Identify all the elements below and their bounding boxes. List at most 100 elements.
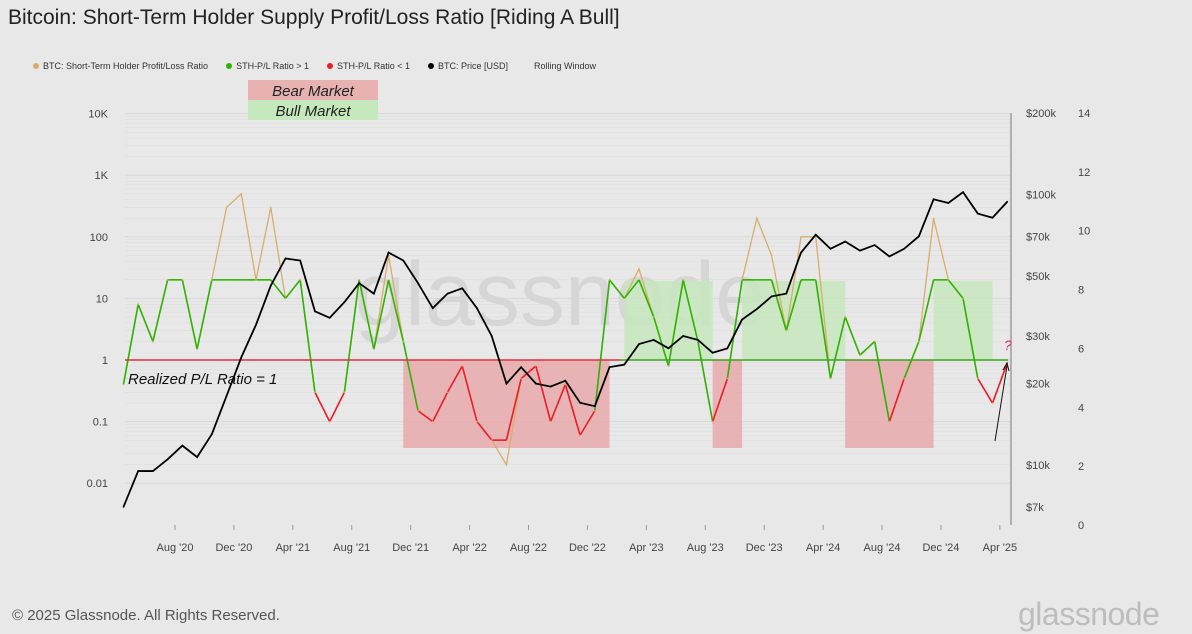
bull-region [624,281,713,360]
x-tick-label: Aug '22 [510,542,547,554]
bear-legend-box [248,80,378,100]
ratio-below-1-segment [461,365,478,422]
legend-item-ratio-below-1[interactable]: STH-P/L Ratio < 1 [327,61,410,71]
sth-ratio-point [152,340,154,343]
sth-ratio-point [726,377,729,380]
price-point [240,356,243,359]
sth-ratio-point [137,303,139,306]
ratio-below-1-segment [446,365,463,393]
price-point [535,382,537,385]
ratio-above-1-segment [196,279,213,350]
y-right-tick: 14 [1078,108,1090,120]
sth-ratio-point [181,279,184,281]
price-point [402,259,405,262]
legend-item-rolling-window[interactable]: Rolling Window [534,61,596,71]
price-point [756,308,758,310]
x-tick-label: Apr '21 [276,542,311,554]
x-tick-label: Dec '20 [215,542,252,554]
y-price-tick: $100k [1026,189,1056,201]
ratio-above-1-segment [829,316,846,379]
sth-ratio-point [476,420,478,423]
bull-market-label: Bull Market [275,103,351,120]
ratio-above-1-segment [682,279,699,342]
price-point [446,292,449,295]
x-tick-label: Aug '24 [864,542,901,554]
price-point [829,247,832,250]
ratio-above-1-segment [785,279,802,331]
sth-ratio-point [446,391,449,394]
ratio-below-1-segment [505,378,522,441]
sth-ratio-point [962,297,964,300]
y-left-tick: 10K [88,109,108,121]
sth-ratio-point [122,383,125,386]
price-point [873,244,876,246]
ratio-above-1-segment [181,279,198,350]
ratio-above-1-segment [343,279,360,393]
y-price-tick: $20k [1026,379,1050,391]
y-price-tick: $7k [1026,502,1044,514]
x-tick-label: Aug '21 [333,542,370,554]
y-right-tick: 12 [1078,167,1090,179]
bear-market-label: Bear Market [272,83,355,100]
price-point [888,255,891,258]
sth-ratio-point [652,316,655,318]
ratio-above-1-segment [373,279,390,350]
legend-item-ratio-above-1[interactable]: STH-P/L Ratio > 1 [226,61,309,71]
sth-ratio-point [594,409,596,412]
ratio-above-1-segment [726,279,743,379]
legend-label: STH-P/L Ratio < 1 [337,61,410,71]
ratio-above-1-segment [152,279,169,342]
sth-ratio-point [196,348,198,350]
x-tick-label: Dec '24 [922,542,959,554]
price-point [1006,200,1009,203]
ratio-above-1-segment [402,341,419,411]
sth-ratio-point [284,297,287,300]
sth-ratio-point [343,391,346,394]
legend-item-sth-ratio[interactable]: BTC: Short-Term Holder Profit/Loss Ratio [33,61,208,71]
legend-item-price[interactable]: BTC: Price [USD] [427,61,508,71]
sth-ratio-point [358,279,360,281]
price-point [814,233,817,236]
x-tick-label: Dec '23 [746,542,783,554]
ratio-below-1-segment [328,391,346,422]
price-point [800,251,802,254]
copyright: © 2025 Glassnode. All Rights Reserved. [12,607,280,624]
y-price-tick: $200k [1026,108,1056,120]
x-tick-label: Dec '21 [392,542,429,554]
price-point [962,191,964,193]
x-tick-label: Apr '25 [983,542,1018,554]
sth-ratio-point [490,439,493,441]
price-point [255,323,257,326]
ratio-above-1-segment [358,279,375,350]
sth-ratio-point [431,420,434,423]
price-point [623,363,626,366]
y-left-tick: 100 [90,232,108,244]
ratio-above-1-segment [667,279,684,367]
legend-label: BTC: Price [USD] [437,61,508,71]
price-point [343,301,346,303]
sth-ratio-point [844,316,847,318]
price-point [152,470,154,472]
ratio-below-1-segment [314,391,331,422]
sth-ratio-point [976,377,979,380]
ratio-above-1-segment [638,279,655,318]
price-point [918,235,920,238]
price-point [137,470,139,472]
price-point [859,249,861,252]
price-point [947,202,950,204]
y-left-tick: 0.01 [87,478,108,490]
ratio-above-1-segment [962,298,979,379]
chart-svg: glassnode 0.010.11101001K10K$7k$10k$20k$… [87,80,1090,554]
realized-ratio-label: Realized P/L Ratio = 1 [128,371,277,388]
sth-ratio-point [402,340,405,343]
sth-ratio-point [785,329,788,332]
ratio-above-1-segment [122,304,139,385]
ratio-above-1-segment [608,279,625,299]
bear-region [845,360,934,448]
ratio-below-1-segment [535,365,552,422]
ratio-below-1-segment [888,378,905,422]
price-point [225,395,228,397]
y-right-tick: 8 [1078,285,1084,297]
question-mark: ? [1004,337,1012,353]
